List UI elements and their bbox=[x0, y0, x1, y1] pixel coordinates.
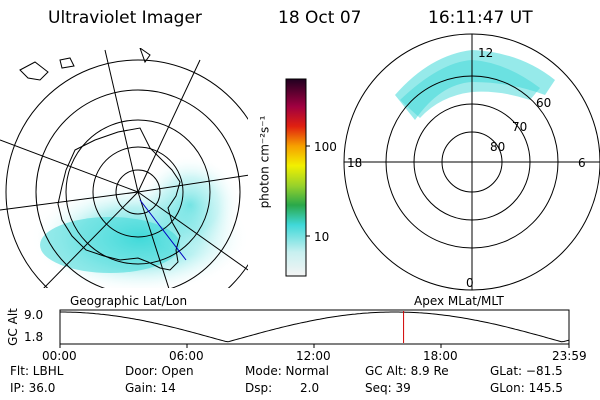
mlat-label-80: 80 bbox=[490, 140, 506, 154]
status-filter: Flt: LBHL bbox=[10, 364, 64, 378]
orbit-axis-title: GC Alt bbox=[5, 308, 20, 346]
status-dsp-value: 2.0 bbox=[300, 381, 320, 395]
colorbar-scale bbox=[285, 78, 307, 277]
orbit-xtick-2359: 23:59 bbox=[552, 349, 587, 363]
mlt-label-18: 18 bbox=[347, 156, 363, 170]
orbit-ytick-high: 9.0 bbox=[24, 308, 44, 322]
geographic-caption: Geographic Lat/Lon bbox=[70, 294, 188, 308]
status-seq: Seq: 39 bbox=[365, 381, 411, 395]
status-glat: GLat: −81.5 bbox=[490, 364, 563, 378]
orbit-ytick-low: 1.8 bbox=[24, 330, 44, 344]
orbit-xtick-1200: 12:00 bbox=[296, 349, 331, 363]
status-gc-alt: GC Alt: 8.9 Re bbox=[365, 364, 449, 378]
geographic-map bbox=[0, 48, 248, 288]
time-label: 16:11:47 UT bbox=[428, 8, 533, 28]
colorbar-tick-10: 10 bbox=[314, 230, 330, 244]
magnetic-caption: Apex MLat/MLT bbox=[414, 294, 504, 308]
instrument-title: Ultraviolet Imager bbox=[48, 8, 202, 28]
mlt-label-0: 0 bbox=[466, 276, 474, 290]
orbit-xtick-0600: 06:00 bbox=[169, 349, 204, 363]
status-door: Door: Open bbox=[125, 364, 194, 378]
status-gain: Gain: 14 bbox=[125, 381, 176, 395]
status-dsp-label: Dsp: bbox=[245, 381, 273, 395]
status-glon: GLon: 145.5 bbox=[490, 381, 563, 395]
status-ip: IP: 36.0 bbox=[10, 381, 56, 395]
date-label: 18 Oct 07 bbox=[278, 8, 362, 28]
colorbar-tick-100: 100 bbox=[314, 140, 337, 154]
colorbar-unit-label: photon cm⁻²s⁻¹ bbox=[257, 115, 272, 209]
mlat-label-70: 70 bbox=[512, 120, 528, 134]
magnetic-polar-plot bbox=[343, 33, 600, 291]
orbit-xtick-0000: 00:00 bbox=[42, 349, 77, 363]
status-mode: Mode: Normal bbox=[245, 364, 329, 378]
mlt-label-12: 12 bbox=[478, 46, 494, 60]
mlt-label-6: 6 bbox=[578, 156, 586, 170]
orbit-plot bbox=[59, 309, 570, 348]
mlat-label-60: 60 bbox=[536, 96, 552, 110]
orbit-xtick-1800: 18:00 bbox=[423, 349, 458, 363]
